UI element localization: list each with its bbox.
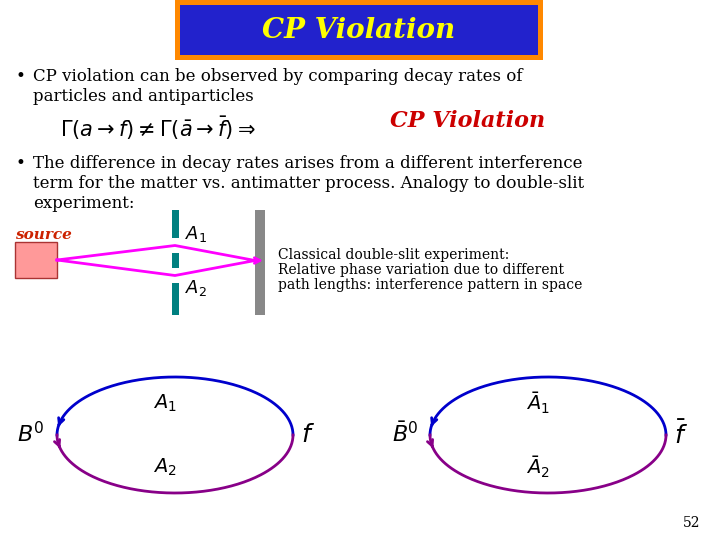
Bar [172, 253, 179, 268]
Text: $A_1$: $A_1$ [185, 224, 207, 244]
Bar [180, 5, 538, 55]
Text: $A_2$: $A_2$ [185, 278, 207, 298]
Text: $A_1$: $A_1$ [153, 393, 177, 414]
Text: $f$: $f$ [301, 423, 315, 447]
Text: CP violation can be observed by comparing decay rates of: CP violation can be observed by comparin… [33, 68, 523, 85]
Text: $\Gamma(a \rightarrow f) \neq \Gamma(\bar{a} \rightarrow \bar{f}) \Rightarrow$: $\Gamma(a \rightarrow f) \neq \Gamma(\ba… [60, 115, 256, 142]
Text: $B^0$: $B^0$ [17, 422, 45, 448]
Text: experiment:: experiment: [33, 195, 135, 212]
Text: term for the matter vs. antimatter process. Analogy to double-slit: term for the matter vs. antimatter proce… [33, 175, 584, 192]
Text: CP Violation: CP Violation [390, 110, 545, 132]
Text: $\bar{f}$: $\bar{f}$ [674, 421, 688, 449]
Text: Relative phase variation due to different: Relative phase variation due to differen… [278, 263, 564, 277]
Text: The difference in decay rates arises from a different interference: The difference in decay rates arises fro… [33, 155, 582, 172]
Bar [175, 0, 543, 60]
Text: $\bar{B}^0$: $\bar{B}^0$ [392, 423, 418, 447]
Text: Classical double-slit experiment:: Classical double-slit experiment: [278, 248, 509, 262]
Text: 52: 52 [683, 516, 700, 530]
Text: path lengths: interference pattern in space: path lengths: interference pattern in sp… [278, 278, 582, 292]
Bar [15, 242, 57, 278]
Bar [255, 210, 265, 315]
Text: source: source [15, 228, 72, 242]
Text: CP Violation: CP Violation [262, 17, 456, 44]
Bar [172, 283, 179, 315]
Text: $\bar{A}_1$: $\bar{A}_1$ [526, 390, 550, 416]
Text: •: • [15, 155, 25, 172]
Text: $\bar{A}_2$: $\bar{A}_2$ [526, 454, 550, 480]
Bar [172, 210, 179, 238]
Text: particles and antiparticles: particles and antiparticles [33, 88, 253, 105]
Text: $A_2$: $A_2$ [153, 456, 177, 477]
Text: •: • [15, 68, 25, 85]
